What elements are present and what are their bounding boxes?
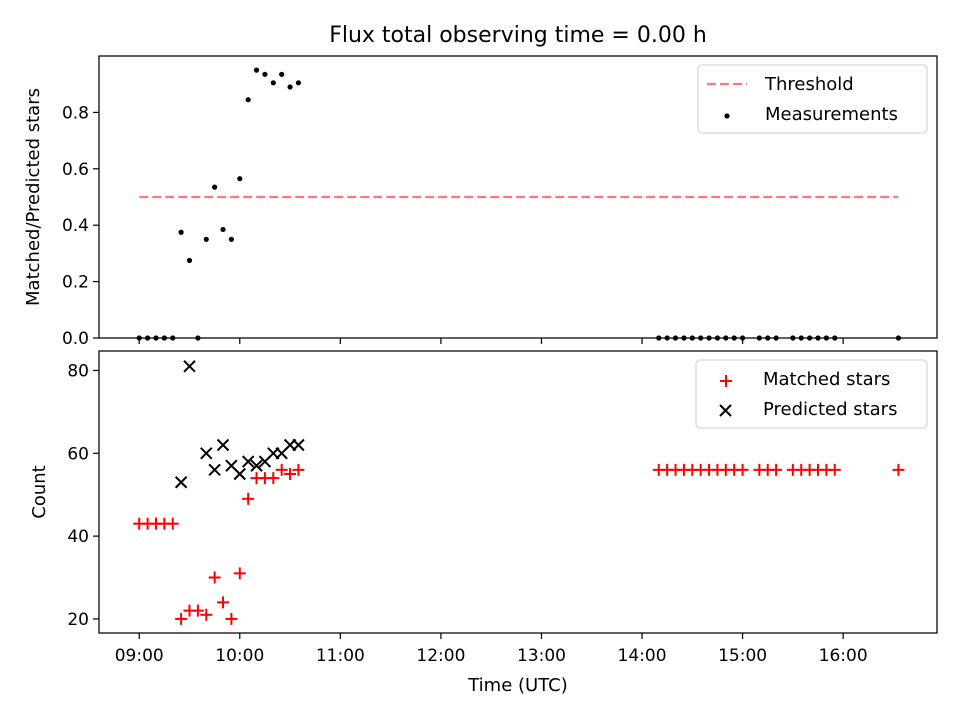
legend-measurements-swatch [724, 113, 730, 119]
top-legend: Threshold Measurements [697, 64, 928, 134]
top-legend-box [697, 64, 928, 134]
x-tick-label: 10:00 [215, 646, 264, 666]
top-y-tick-label: 0.8 [62, 103, 89, 123]
top-panel: 0.00.20.40.60.8 Matched/Predicted stars … [23, 55, 938, 349]
matched-star-point [208, 571, 221, 584]
top-y-tick-label: 0.2 [62, 273, 89, 293]
measurement-point [287, 84, 293, 90]
measurement-point [253, 67, 260, 73]
predicted-star-point [292, 438, 305, 452]
top-y-tick-label: 0.4 [62, 216, 89, 236]
matched-star-point [166, 517, 179, 530]
x-tick-label: 12:00 [416, 646, 465, 666]
matched-star-point [292, 463, 305, 476]
bottom-y-tick-label: 80 [67, 361, 89, 381]
x-tick-label: 13:00 [517, 646, 566, 666]
matched-star-point [267, 472, 280, 485]
x-tick-label: 15:00 [718, 646, 767, 666]
top-y-tick-label: 0.6 [62, 160, 89, 180]
measurement-point [237, 176, 243, 182]
bottom-x-ticks: 09:00 10:00 11:00 12:00 13:00 14:00 15:00 16:00 [115, 633, 868, 666]
bottom-y-tick-label: 40 [67, 527, 89, 547]
bottom-axes-frame [98, 350, 938, 634]
legend-matched-swatch [720, 375, 732, 387]
predicted-star-point [233, 467, 246, 481]
matched-star-point [892, 463, 905, 476]
measurement-point [178, 229, 184, 235]
legend-predicted-label: Predicted stars [763, 399, 897, 420]
x-axis-label: Time (UTC) [467, 675, 568, 696]
legend-matched-label: Matched stars [763, 369, 890, 390]
top-x-ticks [138, 338, 844, 344]
bottom-legend-box [695, 359, 928, 429]
matched-star-point [217, 596, 230, 609]
legend-measurements-label: Measurements [765, 104, 898, 125]
x-tick-label: 16:00 [819, 646, 868, 666]
x-tick-label: 09:00 [115, 646, 164, 666]
measurement-point [245, 97, 251, 103]
measurement-point [186, 257, 193, 264]
measurement-point [203, 236, 209, 242]
legend-threshold-label: Threshold [764, 74, 854, 95]
top-y-ticks: 0.0 0.2 0.4 0.6 0.8 [62, 103, 99, 349]
matched-star-point [275, 463, 288, 476]
measurement-point [220, 226, 226, 233]
predicted-star-point [216, 438, 230, 452]
bottom-legend: Matched stars Predicted stars [695, 359, 928, 429]
predicted-star-point [208, 463, 221, 477]
x-tick-label: 11:00 [316, 646, 365, 666]
matched-star-point [191, 604, 204, 617]
top-y-axis-label: Matched/Predicted stars [23, 88, 44, 306]
matched-star-point [175, 612, 188, 625]
chart-title: Flux total observing time = 0.00 h [329, 23, 707, 48]
measurement-point [262, 71, 268, 77]
predicted-star-point [241, 455, 255, 468]
bottom-plot-marks [133, 360, 905, 625]
measurement-point [279, 71, 285, 77]
matched-star-point [200, 608, 213, 621]
predicted-star-point [174, 476, 188, 489]
top-y-tick-label: 0.0 [62, 329, 89, 349]
bottom-y-ticks: 20 40 60 80 [67, 361, 99, 630]
bottom-y-tick-label: 20 [67, 610, 89, 630]
matched-star-point [770, 463, 783, 476]
measurement-point [270, 80, 276, 86]
matched-star-point [828, 463, 841, 476]
measurement-point [228, 236, 235, 242]
bottom-panel: 20 40 60 80 09:00 10:00 11:00 12:00 13:00 14:00 1… [29, 350, 938, 696]
measurement-point [295, 80, 302, 86]
matched-star-point [225, 612, 238, 625]
matched-star-point [242, 492, 255, 505]
predicted-star-point [200, 447, 213, 460]
top-axes-frame [98, 55, 938, 339]
predicted-star-point [183, 360, 196, 373]
matched-star-point [233, 567, 246, 580]
legend-predicted-swatch [719, 404, 732, 417]
bottom-y-axis-label: Count [29, 465, 50, 518]
matched-star-point [736, 463, 749, 476]
x-tick-label: 14:00 [618, 646, 667, 666]
bottom-y-tick-label: 60 [67, 444, 89, 464]
predicted-star-point [250, 459, 263, 472]
matched-star-point [284, 467, 297, 480]
measurement-point [212, 184, 218, 190]
